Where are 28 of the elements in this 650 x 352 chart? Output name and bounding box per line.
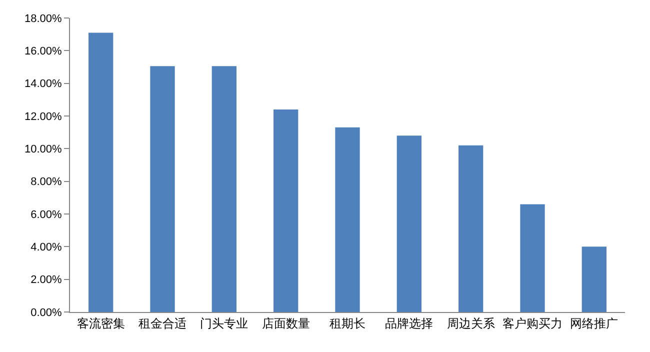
y-tick-label: 14.00% (24, 78, 62, 90)
y-tick-label: 18.00% (24, 12, 62, 25)
x-tick-label: 门头专业 (200, 316, 248, 330)
y-tick-label: 10.00% (24, 144, 62, 156)
x-tick-label: 品牌选择 (385, 316, 434, 330)
bar (520, 204, 545, 312)
y-tick-label: 2.00% (30, 274, 62, 286)
bar (582, 246, 606, 312)
y-tick-label: 4.00% (30, 242, 62, 254)
y-tick-label: 0.00% (30, 306, 62, 319)
x-tick-label: 店面数量 (262, 316, 310, 330)
bar (458, 145, 484, 312)
x-tick-label: 周边关系 (446, 316, 495, 330)
bar (274, 109, 298, 312)
y-tick-label: 16.00% (24, 46, 62, 58)
y-tick-label: 6.00% (30, 208, 62, 221)
x-tick-label: 租期长 (330, 316, 366, 330)
x-tick-label: 租金合适 (138, 316, 186, 330)
bar (212, 66, 236, 312)
bar (88, 32, 114, 312)
y-tick-label: 12.00% (24, 110, 62, 123)
x-tick-label: 客户购买力 (502, 316, 562, 330)
x-tick-label: 网络推广 (570, 316, 618, 330)
y-tick-label: 8.00% (30, 176, 62, 188)
x-tick-label: 客流密集 (76, 316, 125, 330)
bar (335, 127, 360, 312)
bar (150, 66, 175, 312)
bar (396, 136, 422, 312)
